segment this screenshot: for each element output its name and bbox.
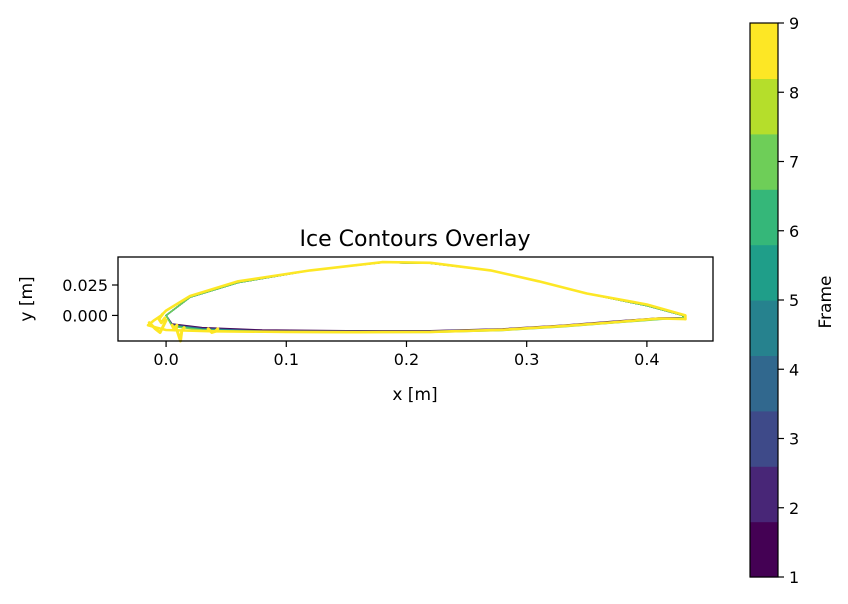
y-tick-label: 0.025 bbox=[62, 276, 108, 295]
x-axis-label: x [m] bbox=[392, 385, 437, 405]
y-tick-label: 0.000 bbox=[62, 306, 108, 325]
colorbar-tick-label: 4 bbox=[789, 360, 799, 379]
plot-area bbox=[117, 256, 714, 343]
colorbar-segment-2 bbox=[750, 466, 778, 523]
colorbar-tick-label: 6 bbox=[789, 222, 799, 241]
ice-feature-3 bbox=[206, 327, 220, 334]
ice-feature-1 bbox=[147, 318, 168, 334]
contour-series-group bbox=[146, 260, 687, 334]
chart-title: Ice Contours Overlay bbox=[300, 227, 531, 252]
colorbar-segment-6 bbox=[750, 244, 778, 301]
x-tick-label: 0.3 bbox=[514, 350, 539, 369]
colorbar-tick-label: 1 bbox=[789, 568, 799, 587]
colorbar-segment-3 bbox=[750, 410, 778, 467]
ice-feature-4 bbox=[170, 323, 179, 332]
x-tick-label: 0.1 bbox=[274, 350, 299, 369]
colorbar: 1 2 3 4 5 6 7 8 9 bbox=[749, 14, 799, 587]
colorbar-segment-4 bbox=[750, 355, 778, 412]
x-axis: 0.0 0.1 0.2 0.3 0.4 bbox=[153, 341, 660, 369]
colorbar-label: Frame bbox=[816, 276, 836, 329]
contour-lower-frame-9 bbox=[146, 317, 687, 334]
colorbar-tick-label: 9 bbox=[789, 14, 799, 33]
plot-frame bbox=[117, 256, 714, 342]
colorbar-segment-10 bbox=[750, 23, 778, 79]
colorbar-segment-8 bbox=[750, 133, 778, 190]
x-tick-label: 0.4 bbox=[634, 350, 659, 369]
colorbar-tick-label: 5 bbox=[789, 291, 799, 310]
colorbar-tick-label: 2 bbox=[789, 499, 799, 518]
colorbar-segment-9 bbox=[750, 78, 778, 135]
colorbar-tick-label: 7 bbox=[789, 153, 799, 172]
colorbar-segment-5 bbox=[750, 300, 778, 356]
x-tick-label: 0.2 bbox=[394, 350, 419, 369]
colorbar-segment-7 bbox=[750, 189, 778, 246]
ice-feature-5 bbox=[157, 312, 167, 325]
colorbar-tick-label: 3 bbox=[789, 430, 799, 449]
y-axis-label: y [m] bbox=[17, 276, 37, 321]
y-axis: 0.000 0.025 bbox=[62, 276, 118, 325]
x-tick-label: 0.0 bbox=[153, 350, 178, 369]
colorbar-tick-label: 8 bbox=[789, 83, 799, 102]
colorbar-segment-1 bbox=[750, 521, 778, 578]
